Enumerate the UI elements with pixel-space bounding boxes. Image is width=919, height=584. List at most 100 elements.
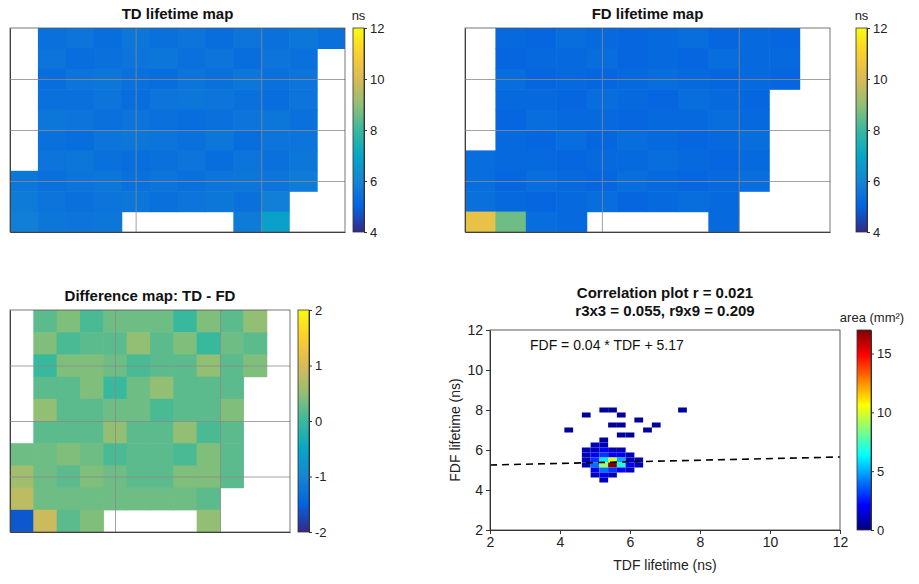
heatmap-cell	[127, 332, 151, 355]
tick-label: 2	[315, 303, 322, 318]
heatmap-cell	[127, 399, 151, 422]
tick: 6	[627, 530, 635, 550]
heatmap-cell	[233, 130, 262, 151]
tick: 10	[763, 530, 779, 550]
colorbar-label: ns	[352, 8, 366, 23]
heatmap-cell	[38, 150, 67, 171]
tick-label: 4	[475, 482, 483, 498]
heatmap-cell	[243, 332, 267, 355]
heatmap-cell	[178, 110, 207, 131]
heatmap-cell	[197, 421, 221, 444]
tick-mark	[364, 130, 367, 131]
tick: 6	[867, 174, 880, 189]
heatmap-cell	[205, 28, 234, 49]
heatmap-cell	[197, 488, 221, 511]
heatmap-cell	[178, 28, 207, 49]
tick: 0	[871, 523, 884, 538]
heatmap-cell	[233, 48, 262, 69]
tick	[739, 28, 740, 232]
heatmap-cell	[233, 191, 262, 212]
heatmap-cell	[94, 191, 123, 212]
tick: 4	[364, 225, 377, 240]
hist-cell	[634, 463, 643, 468]
heatmap-cell	[739, 28, 770, 49]
heatmap-cell	[261, 28, 290, 49]
heatmap-cell	[289, 130, 318, 151]
tick	[261, 28, 262, 232]
heatmap-cell	[289, 28, 318, 49]
tick-label: -2	[315, 525, 327, 540]
heatmap-cell	[465, 212, 496, 232]
tick: 12	[867, 21, 887, 36]
hist-cell	[626, 463, 635, 468]
heatmap-cell	[94, 110, 123, 131]
hist-cell	[626, 453, 635, 458]
heatmap-cell	[150, 310, 174, 333]
tick-label: 12	[833, 534, 849, 550]
heatmap-cell	[261, 130, 290, 151]
heatmap-cell	[289, 48, 318, 69]
heatmap-cell	[173, 443, 197, 466]
hist-cell	[591, 473, 600, 478]
heatmap-cell	[678, 110, 709, 131]
tick-mark	[309, 421, 312, 422]
heatmap-cell	[173, 488, 197, 511]
heatmap-cell	[739, 110, 770, 131]
heatmap-cell	[10, 191, 39, 212]
heatmap-cell	[127, 443, 151, 466]
heatmap-cell	[173, 310, 197, 333]
heatmap-cell	[66, 110, 95, 131]
x-axis	[11, 28, 346, 233]
plot-frame	[490, 330, 840, 530]
heatmap-cell	[38, 48, 67, 69]
heatmap-cell	[678, 130, 709, 151]
heatmap-cell	[648, 89, 679, 110]
grid-line	[465, 181, 830, 182]
y-axis	[10, 311, 290, 533]
heatmap-cell	[80, 332, 104, 355]
heatmap-cell	[150, 332, 174, 355]
heatmap-cell	[66, 130, 95, 151]
heatmap-cell	[708, 110, 739, 131]
heatmap-cell	[10, 510, 34, 532]
hist-cell	[678, 408, 687, 413]
heatmap-cell	[173, 399, 197, 422]
grid-line	[10, 181, 345, 182]
tick-mark	[486, 330, 490, 331]
heatmap-cell	[178, 89, 207, 110]
heatmap-cell	[150, 421, 174, 444]
heatmap-cell	[220, 332, 244, 355]
hist-cell	[652, 423, 661, 428]
heatmap-panel: TD lifetime map	[10, 5, 346, 233]
tick	[465, 181, 830, 182]
heatmap-cell	[38, 130, 67, 151]
heatmap-cell	[178, 150, 207, 171]
plot-marks	[490, 408, 840, 483]
tick-mark	[871, 471, 874, 472]
x-axis	[466, 28, 831, 233]
tick-mark	[364, 181, 367, 182]
heatmap-cell	[197, 510, 221, 532]
heatmap-cell	[648, 48, 679, 69]
x-axis-line	[491, 530, 841, 531]
tick-label: 1	[315, 358, 322, 373]
heatmap-cell	[617, 150, 648, 171]
heatmap-cell	[197, 310, 221, 333]
heatmap-cell	[261, 110, 290, 131]
hist-cell	[626, 433, 635, 438]
heatmap-cell	[178, 130, 207, 151]
hist-cell	[617, 448, 626, 453]
x-axis	[11, 310, 291, 533]
tick	[136, 28, 137, 232]
hist-cell	[582, 448, 591, 453]
heatmap-cell	[739, 130, 770, 151]
y-axis-title: FDF lifetime (ns)	[447, 378, 463, 481]
heatmap-cell	[33, 421, 57, 444]
tick-label: 6	[627, 534, 635, 550]
heatmap-cell	[261, 191, 290, 212]
heatmap-cell	[617, 130, 648, 151]
tick-label: 12	[467, 322, 483, 338]
heatmap-cell	[173, 377, 197, 400]
hist-cell	[582, 453, 591, 458]
heatmap-cell	[10, 488, 34, 511]
